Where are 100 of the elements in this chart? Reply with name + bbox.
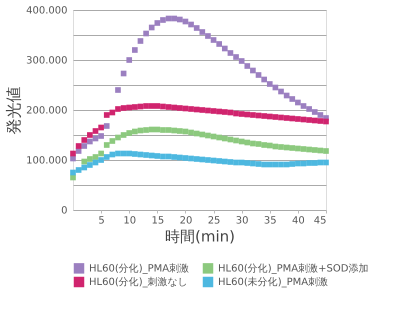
- point: [278, 144, 284, 150]
- point: [244, 63, 250, 69]
- point: [222, 158, 228, 164]
- point: [138, 38, 144, 44]
- point: [256, 161, 262, 167]
- point: [176, 16, 183, 22]
- point: [70, 170, 76, 176]
- point: [188, 22, 194, 28]
- point: [98, 150, 104, 156]
- point: [182, 128, 188, 134]
- point: [104, 112, 110, 118]
- point: [284, 115, 290, 121]
- point: [261, 113, 267, 119]
- y-tick-label: 300.000: [26, 56, 68, 66]
- point: [250, 160, 256, 166]
- point: [238, 160, 244, 166]
- point: [92, 160, 98, 166]
- point: [176, 105, 183, 111]
- point: [244, 160, 250, 166]
- point: [233, 110, 239, 116]
- point: [300, 116, 306, 122]
- point: [194, 25, 200, 31]
- point: [166, 127, 172, 133]
- point: [104, 154, 110, 160]
- point: [132, 104, 138, 110]
- point: [92, 128, 98, 134]
- point: [87, 132, 93, 138]
- point: [138, 152, 144, 158]
- point: [143, 30, 149, 36]
- point: [256, 112, 262, 118]
- point: [171, 128, 178, 134]
- point: [306, 106, 312, 112]
- legend-label: HL60(分化)_PMA刺激: [89, 262, 190, 274]
- point: [250, 68, 256, 74]
- point: [272, 84, 278, 90]
- point: [272, 162, 278, 168]
- point: [160, 17, 166, 23]
- point: [250, 140, 256, 146]
- point: [98, 124, 104, 130]
- point: [233, 160, 239, 166]
- point: [154, 103, 160, 109]
- point: [154, 126, 160, 132]
- point: [266, 162, 273, 168]
- point: [205, 157, 211, 163]
- point: [126, 150, 132, 156]
- point: [154, 153, 160, 159]
- point: [70, 156, 76, 162]
- point: [295, 100, 301, 106]
- point: [104, 142, 110, 148]
- point: [233, 54, 239, 60]
- point: [244, 112, 250, 118]
- y-tick-label: 0: [61, 206, 68, 216]
- point: [182, 106, 188, 112]
- point: [222, 136, 228, 142]
- y-tick-label: 400.000: [26, 6, 68, 16]
- point: [295, 116, 301, 122]
- point: [110, 138, 116, 144]
- point: [289, 96, 296, 102]
- point: [182, 18, 188, 24]
- point: [256, 141, 262, 147]
- point: [126, 57, 132, 63]
- point: [188, 106, 194, 112]
- point: [87, 156, 93, 162]
- x-tick-label: 30: [236, 216, 249, 226]
- point: [238, 111, 244, 117]
- point: [199, 132, 206, 138]
- point: [148, 126, 155, 132]
- point: [132, 128, 138, 134]
- point: [120, 150, 126, 156]
- point: [160, 154, 166, 160]
- point: [205, 132, 211, 138]
- point: [278, 114, 284, 120]
- point: [81, 164, 88, 170]
- point: [70, 150, 76, 156]
- point: [210, 108, 216, 114]
- point: [216, 108, 222, 114]
- point: [199, 107, 206, 113]
- point: [194, 156, 200, 162]
- point: [312, 160, 318, 166]
- point: [148, 24, 155, 30]
- point: [126, 104, 132, 110]
- x-tick-label: 5: [98, 216, 105, 226]
- point: [318, 160, 324, 166]
- point: [295, 160, 301, 166]
- point: [126, 130, 132, 136]
- point: [210, 134, 216, 140]
- point: [81, 158, 88, 164]
- point: [138, 128, 144, 134]
- point: [188, 156, 194, 162]
- point: [222, 46, 228, 52]
- point: [306, 160, 312, 166]
- point: [205, 33, 211, 39]
- point: [120, 70, 126, 76]
- x-tick-label: 15: [151, 216, 164, 226]
- point: [323, 148, 329, 154]
- point: [284, 144, 290, 150]
- y-tick-label: 100.000: [26, 156, 68, 166]
- point: [318, 118, 324, 124]
- point: [176, 128, 183, 134]
- point: [278, 88, 284, 94]
